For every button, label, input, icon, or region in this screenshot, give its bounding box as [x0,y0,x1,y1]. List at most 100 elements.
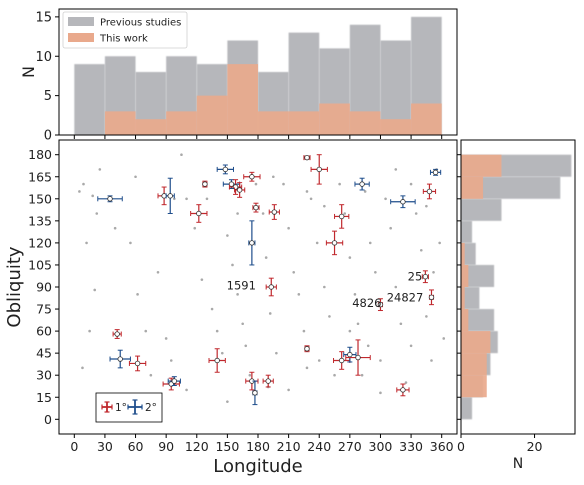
main-ytick-label: 135 [28,213,52,228]
error-point-marker [271,209,278,215]
top-histogram: 0 5 10 15 N Previous studies This work [19,8,458,144]
bar-this-work [135,119,167,135]
background-point [200,278,204,281]
background-point [353,293,357,296]
background-point [338,182,341,186]
background-point [91,194,94,198]
error-point-marker [432,169,439,176]
hbar-this-work [461,309,469,332]
background-point [144,329,148,333]
background-point [173,197,176,201]
hbar-previous [461,309,495,332]
hbar-previous [461,176,561,199]
background-point [282,182,285,186]
error-point [396,383,410,397]
error-legend-label: 1° [115,402,127,414]
error-point-marker [426,188,433,195]
background-point [226,234,229,237]
error-point [248,220,256,266]
background-point [236,293,239,296]
error-legend-item: 1° [101,401,127,414]
background-point [432,271,435,274]
background-point [292,271,296,274]
background-point [215,329,219,333]
background-point [343,212,347,215]
background-point [305,190,309,193]
hbar-previous [461,198,502,221]
background-point [210,307,214,311]
background-point [226,400,229,403]
error-point [208,348,226,373]
hbar-this-work [461,176,484,199]
background-point [348,329,352,333]
background-point [156,271,160,274]
top-histogram-ylabel: N [19,66,38,78]
error-legend-label: 2° [145,402,157,414]
background-point [129,241,132,245]
error-point-marker [249,174,255,180]
point-annotation: 24827 [387,290,424,304]
error-point-marker [249,240,255,246]
main-ytick-label: 180 [28,147,52,162]
error-point [265,277,277,297]
hbar-previous [461,287,480,310]
bar-this-work [104,111,136,135]
background-point [93,288,97,292]
main-ytick-label: 0 [44,412,52,427]
main-ytick-label: 90 [36,280,52,295]
bar-this-work [258,111,289,135]
bar-this-work [319,103,350,135]
background-point [248,373,252,377]
error-point-marker [338,213,345,220]
error-point-marker [252,390,258,396]
background-point [379,391,382,395]
error-point-marker [428,294,435,300]
hbar-previous [461,220,473,243]
main-xtick-label: 180 [246,439,270,454]
background-point [425,204,428,208]
background-point [323,204,326,208]
top-ytick-label: 10 [35,50,52,65]
main-ytick-label: 120 [28,235,52,250]
error-point-marker [232,184,239,190]
background-point [275,351,278,355]
error-point-marker [265,378,271,384]
error-point [216,164,235,175]
background-point [360,373,364,377]
background-point [315,241,319,245]
bar-previous [74,64,105,135]
error-point-marker [107,196,113,202]
main-ytick-label: 150 [28,191,52,206]
background-point [149,373,153,377]
background-point [85,241,88,245]
error-point [167,376,181,386]
background-point [368,241,372,245]
main-ytick-label: 30 [36,368,52,383]
error-point-marker [400,199,406,205]
right-histogram-xlabel: N [513,456,523,472]
error-point-marker [400,387,406,393]
error-point [429,168,442,176]
background-point [348,256,352,259]
error-point [303,154,311,161]
error-point [268,204,280,220]
background-point [414,212,418,215]
background-point [409,182,413,186]
right-xtick-label: 20 [527,439,543,454]
error-point [243,171,261,182]
legend-label-previous: Previous studies [100,18,181,29]
bar-this-work [349,111,381,135]
main-ytick-label: 60 [36,324,52,339]
background-point [261,212,265,215]
main-xtick-label: 240 [307,439,331,454]
background-point [419,248,423,252]
main-ytick-label: 75 [36,302,52,317]
legend-label-this-work: This work [99,34,148,45]
background-point [169,359,173,362]
hbar-this-work [461,353,487,376]
bar-this-work [380,119,412,135]
error-point-marker [236,187,243,193]
point-annotation: 25 [408,270,423,284]
background-point [287,388,290,392]
background-point [113,226,117,230]
